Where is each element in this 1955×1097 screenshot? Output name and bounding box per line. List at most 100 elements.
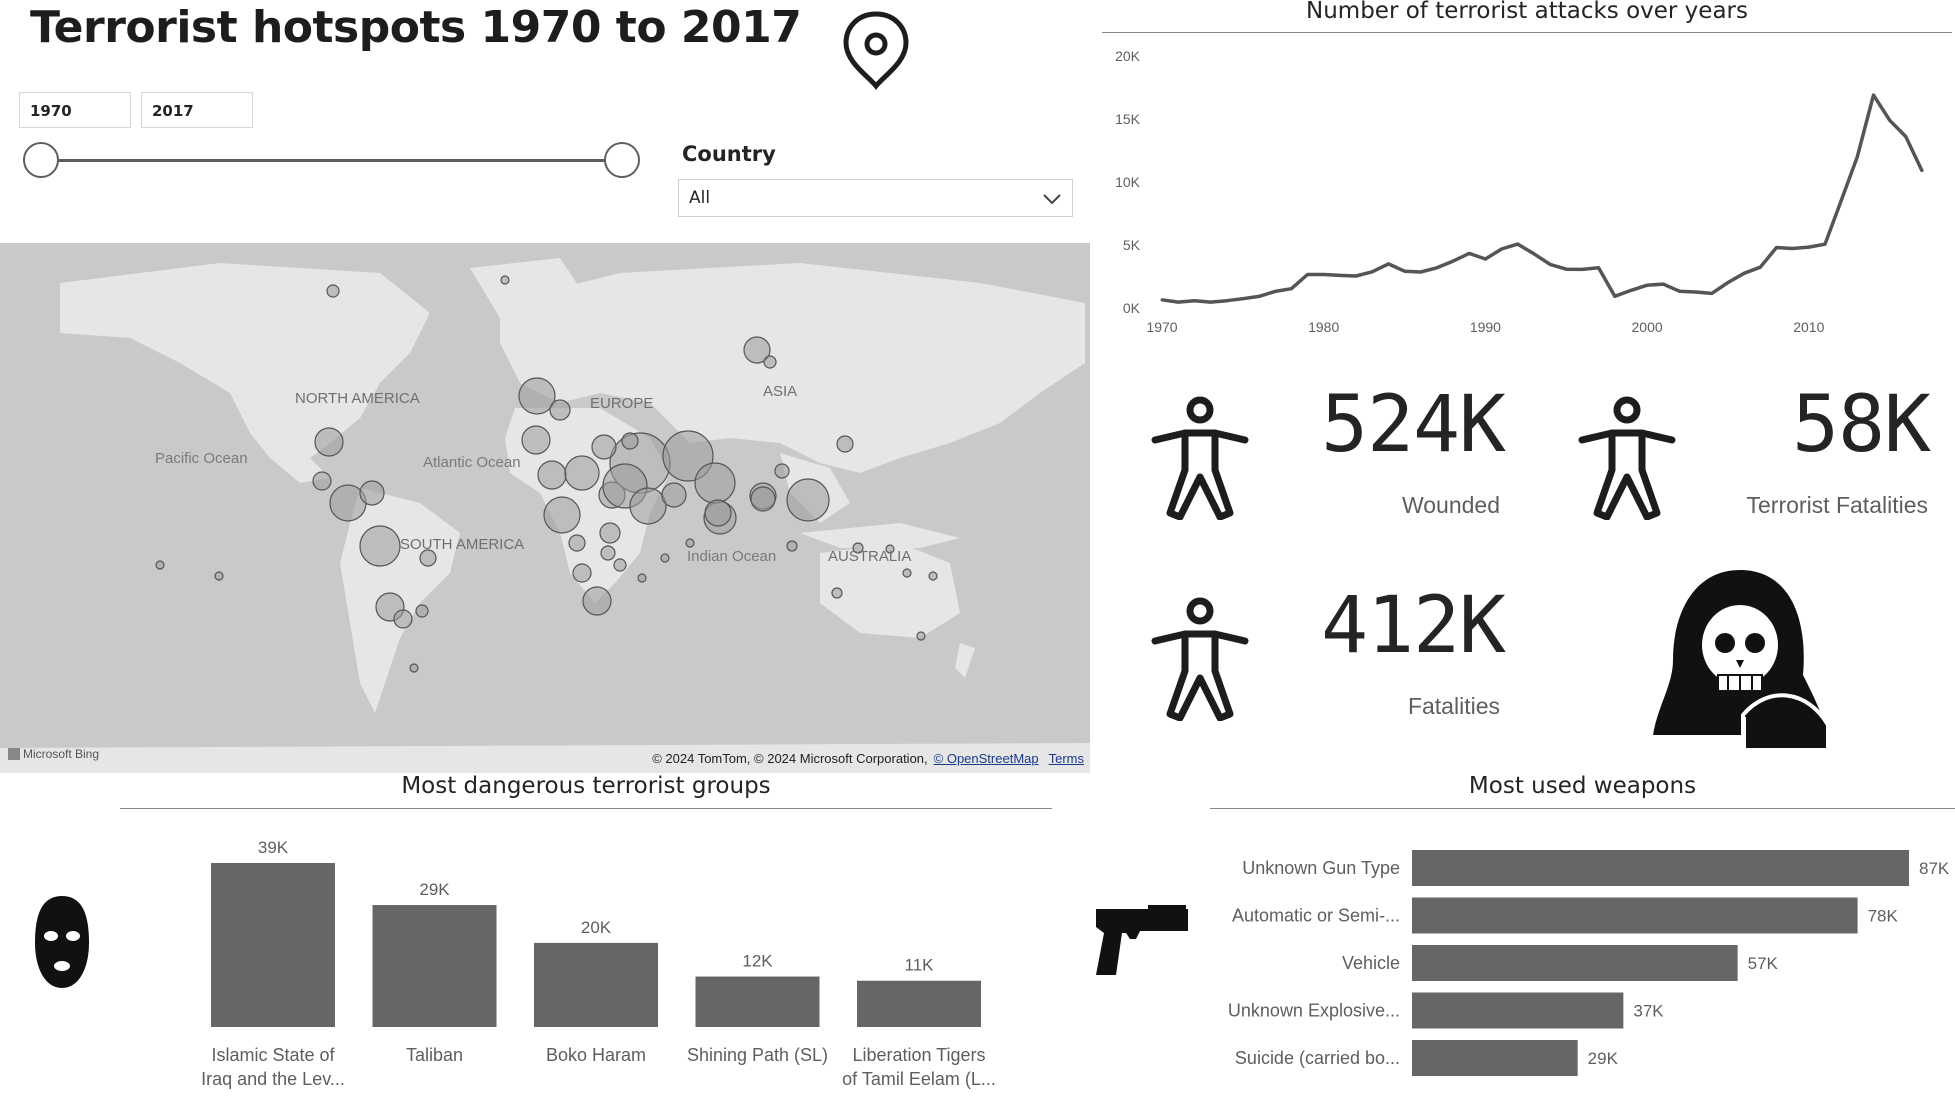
land-australia bbox=[820, 543, 960, 638]
data-point[interactable] bbox=[1209, 300, 1213, 304]
data-point[interactable] bbox=[1613, 294, 1617, 298]
data-point[interactable] bbox=[1742, 271, 1746, 275]
x-tick-label: 1990 bbox=[1470, 319, 1501, 335]
terms-link[interactable]: Terms bbox=[1048, 751, 1084, 766]
data-point[interactable] bbox=[1419, 270, 1423, 274]
data-point[interactable] bbox=[1500, 247, 1504, 251]
weapon-bar[interactable] bbox=[1412, 945, 1738, 981]
data-point[interactable] bbox=[1192, 299, 1196, 303]
line-chart-title: Number of terrorist attacks over years bbox=[1306, 0, 1748, 24]
data-point[interactable] bbox=[1629, 288, 1633, 292]
data-point[interactable] bbox=[1548, 262, 1552, 266]
data-point[interactable] bbox=[1516, 242, 1520, 246]
end-year-input[interactable]: 2017 bbox=[141, 92, 253, 128]
x-tick-label: 1980 bbox=[1308, 319, 1339, 335]
data-point[interactable] bbox=[1661, 282, 1665, 286]
hooded-skull-icon bbox=[1653, 570, 1830, 753]
category-label: Iraq and the Lev... bbox=[201, 1069, 345, 1089]
map-label-asia: ASIA bbox=[763, 383, 797, 400]
x-tick-label: 2010 bbox=[1793, 319, 1824, 335]
wounded-value: 524K bbox=[1321, 380, 1506, 470]
data-point[interactable] bbox=[1257, 294, 1261, 298]
group-bar[interactable] bbox=[534, 942, 658, 1027]
data-point[interactable] bbox=[1483, 257, 1487, 261]
data-point[interactable] bbox=[1386, 262, 1390, 266]
data-point[interactable] bbox=[1791, 247, 1795, 251]
data-point[interactable] bbox=[1694, 290, 1698, 294]
data-point[interactable] bbox=[1338, 273, 1342, 277]
data-point[interactable] bbox=[1726, 281, 1730, 285]
year-slider-track[interactable] bbox=[40, 159, 624, 162]
data-point[interactable] bbox=[1677, 289, 1681, 293]
data-point[interactable] bbox=[1322, 272, 1326, 276]
data-point[interactable] bbox=[1435, 266, 1439, 270]
bar-data-label: 57K bbox=[1748, 954, 1779, 973]
openstreetmap-link[interactable]: © OpenStreetMap bbox=[933, 751, 1039, 766]
data-point[interactable] bbox=[1888, 118, 1892, 122]
data-point[interactable] bbox=[1370, 270, 1374, 274]
data-point[interactable] bbox=[1225, 299, 1229, 303]
data-point[interactable] bbox=[1306, 272, 1310, 276]
group-bar[interactable] bbox=[695, 976, 820, 1027]
terrorist-fatalities-label: Terrorist Fatalities bbox=[1746, 492, 1928, 518]
category-label: Islamic State of bbox=[211, 1045, 335, 1065]
weapons-chart-title: Most used weapons bbox=[1468, 773, 1697, 799]
data-point[interactable] bbox=[1904, 135, 1908, 139]
country-dropdown[interactable]: All bbox=[678, 179, 1073, 217]
y-tick-label: 5K bbox=[1123, 237, 1141, 253]
data-point[interactable] bbox=[1273, 289, 1277, 293]
bar-data-label: 29K bbox=[419, 880, 450, 899]
data-point[interactable] bbox=[1597, 266, 1601, 270]
fatalities-value: 412K bbox=[1321, 581, 1506, 671]
country-dropdown-value: All bbox=[689, 188, 711, 208]
data-point[interactable] bbox=[1564, 267, 1568, 271]
data-point[interactable] bbox=[1467, 251, 1471, 255]
bar-data-label: 39K bbox=[258, 838, 289, 857]
group-bar[interactable] bbox=[372, 905, 497, 1027]
data-point[interactable] bbox=[1710, 291, 1714, 295]
line-chart-title-rule bbox=[1102, 32, 1952, 33]
category-label: Boko Haram bbox=[546, 1045, 646, 1065]
start-year-input[interactable]: 1970 bbox=[19, 92, 131, 128]
attacks-line-chart[interactable]: 0K 5K 10K 15K 20K 1970 1980 1990 2000 2010 bbox=[1102, 40, 1952, 350]
map-label-australia: AUSTRALIA bbox=[828, 548, 911, 565]
data-point[interactable] bbox=[1403, 269, 1407, 273]
data-point[interactable] bbox=[1241, 297, 1245, 301]
weapons-bar-chart[interactable]: Unknown Gun Type 87K Automatic or Semi-...… bbox=[1205, 830, 1955, 1085]
data-point[interactable] bbox=[1823, 242, 1827, 246]
weapon-bar[interactable] bbox=[1412, 850, 1909, 886]
bar-data-label: 12K bbox=[742, 952, 773, 971]
groups-bar-chart[interactable]: 39K Islamic State of Iraq and the Lev... 29… bbox=[120, 820, 1052, 1097]
microsoft-logo-icon bbox=[8, 748, 20, 760]
data-point[interactable] bbox=[1855, 155, 1859, 159]
map-visual[interactable]: NORTH AMERICA Pacific Ocean Atlantic Oce… bbox=[0, 243, 1090, 773]
data-point[interactable] bbox=[1580, 267, 1584, 271]
data-point[interactable] bbox=[1289, 287, 1293, 291]
chevron-down-icon bbox=[1043, 194, 1061, 205]
data-point[interactable] bbox=[1871, 93, 1875, 97]
data-point[interactable] bbox=[1645, 283, 1649, 287]
data-point[interactable] bbox=[1839, 199, 1843, 203]
group-bar[interactable] bbox=[857, 980, 981, 1027]
bar-data-label: 20K bbox=[581, 918, 612, 937]
data-point[interactable] bbox=[1807, 245, 1811, 249]
data-point[interactable] bbox=[1160, 298, 1164, 302]
data-point[interactable] bbox=[1354, 274, 1358, 278]
land-north-america bbox=[60, 263, 430, 483]
data-point[interactable] bbox=[1176, 300, 1180, 304]
data-point[interactable] bbox=[1451, 259, 1455, 263]
weapon-bar[interactable] bbox=[1412, 897, 1858, 934]
group-bar[interactable] bbox=[211, 863, 335, 1027]
data-point[interactable] bbox=[1774, 246, 1778, 250]
data-point[interactable] bbox=[1758, 265, 1762, 269]
country-slicer-label: Country bbox=[682, 142, 776, 166]
category-label: Unknown Explosive... bbox=[1228, 1001, 1400, 1021]
data-point[interactable] bbox=[1532, 252, 1536, 256]
year-slider-start-handle[interactable] bbox=[23, 142, 59, 178]
map-label-north-america: NORTH AMERICA bbox=[295, 390, 420, 407]
year-slider-end-handle[interactable] bbox=[604, 142, 640, 178]
weapon-bar[interactable] bbox=[1412, 992, 1624, 1029]
land-antarctica bbox=[0, 743, 1090, 773]
weapon-bar[interactable] bbox=[1412, 1040, 1578, 1076]
data-point[interactable] bbox=[1920, 169, 1924, 173]
